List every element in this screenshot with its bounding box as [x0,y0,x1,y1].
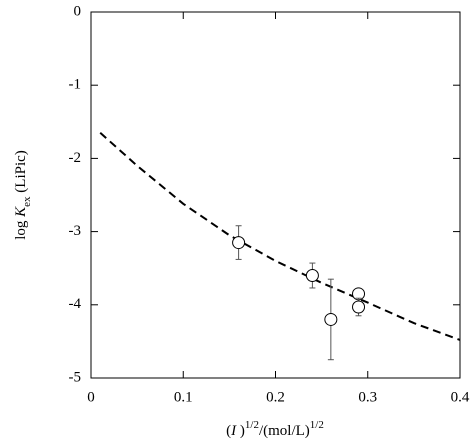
data-point [324,312,338,326]
x-tick-label: 0 [87,389,95,405]
x-tick-label: 0.1 [174,389,193,405]
x-axis-label: (I )1/2/(mol/L)1/2 [226,419,324,440]
y-tick-label: -2 [69,150,82,166]
data-point [232,236,246,250]
x-tick-label: 0.2 [266,389,285,405]
fit-curve [99,132,461,341]
x-tick-label: 0.4 [451,389,470,405]
plot-frame [90,11,461,379]
y-axis-label: log Kex (LiPic) [13,150,32,240]
y-tick-label: -1 [69,77,82,93]
y-tick-label: -3 [69,223,82,239]
data-point [305,269,319,283]
data-point [352,300,366,314]
y-tick-label: -4 [69,296,82,312]
y-tick-label: -5 [69,369,82,385]
y-tick-label: 0 [74,3,82,19]
x-tick-label: 0.3 [358,389,377,405]
